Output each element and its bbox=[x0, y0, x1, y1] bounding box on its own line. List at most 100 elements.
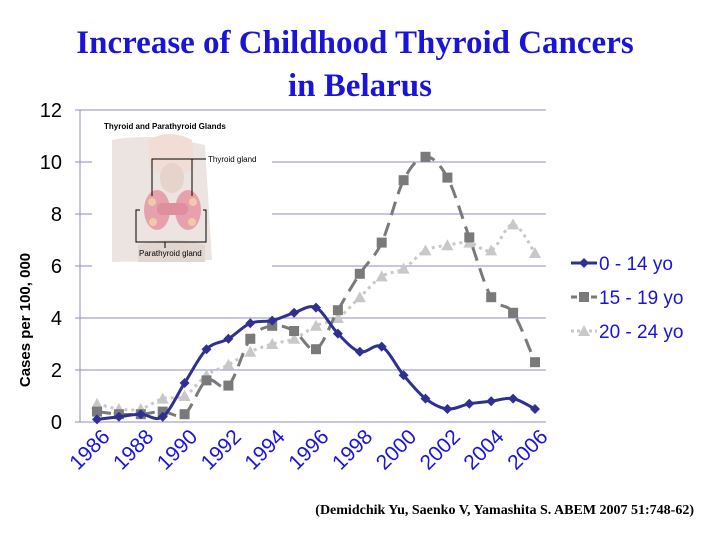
y-tick-label-10: 10 bbox=[40, 152, 62, 174]
data-point-15-19-1993 bbox=[245, 333, 256, 344]
data-point-15-19-1990 bbox=[179, 409, 190, 420]
y-tick-label-4: 4 bbox=[51, 308, 62, 330]
inset-callout-lines bbox=[135, 158, 207, 248]
data-point-15-19-1996 bbox=[311, 344, 321, 355]
data-point-20-24-1997 bbox=[331, 312, 344, 323]
data-point-15-19-1997 bbox=[332, 305, 343, 316]
data-point-0-14-1992 bbox=[223, 333, 234, 344]
x-tick-label-2004: 2004 bbox=[459, 425, 509, 475]
data-point-20-24-1993 bbox=[244, 345, 257, 357]
y-tick-label-0: 0 bbox=[51, 412, 62, 434]
data-point-0-14-1991 bbox=[201, 344, 212, 355]
legend-swatch-marker-15-19 bbox=[579, 292, 589, 302]
series-20-24 bbox=[91, 218, 541, 414]
data-point-20-24-1992 bbox=[222, 358, 235, 370]
data-point-20-24-1998 bbox=[353, 291, 366, 303]
data-point-0-14-1986 bbox=[92, 414, 102, 425]
data-point-15-19-1991 bbox=[201, 375, 212, 386]
legend-label-20-24: 20 - 24 yo bbox=[599, 322, 684, 343]
legend-item-20-24: 20 - 24 yo bbox=[571, 322, 684, 343]
legend: 0 - 14 yo 15 - 19 yo 20 - 24 yo bbox=[571, 254, 684, 343]
data-point-0-14-1993 bbox=[245, 318, 256, 329]
data-point-15-19-2001 bbox=[420, 151, 431, 162]
x-tick-label-1998: 1998 bbox=[328, 425, 377, 474]
data-point-20-24-2004 bbox=[485, 244, 498, 256]
legend-swatch-marker-0-14 bbox=[579, 258, 589, 268]
data-point-15-19-1992 bbox=[223, 380, 234, 391]
data-point-20-24-2002 bbox=[441, 239, 454, 251]
data-point-15-19-1999 bbox=[376, 237, 387, 248]
series-15-19 bbox=[92, 151, 540, 420]
data-point-20-24-2005 bbox=[507, 218, 520, 230]
data-point-15-19-1989 bbox=[157, 406, 168, 417]
parathyroid-gland-label: Parathyroid gland bbox=[139, 249, 202, 258]
data-point-0-14-2001 bbox=[420, 393, 431, 404]
data-point-0-14-2000 bbox=[398, 370, 409, 381]
data-point-20-24-1999 bbox=[375, 270, 388, 282]
thyroid-gland-label: Thyroid gland bbox=[208, 155, 256, 164]
data-point-15-19-1986 bbox=[92, 406, 102, 417]
x-tick-label-1986: 1986 bbox=[65, 425, 114, 474]
data-point-15-19-2004 bbox=[486, 292, 497, 303]
data-point-0-14-2002 bbox=[442, 404, 453, 414]
data-point-0-14-1989 bbox=[157, 411, 168, 422]
legend-swatch-marker-20-24 bbox=[578, 325, 590, 336]
data-point-0-14-1994 bbox=[267, 315, 278, 326]
citation: (Demidchik Yu, Saenko V, Yamashita S. AB… bbox=[315, 503, 694, 518]
chart-title-line-1: Increase of Childhood Thyroid Cancers bbox=[76, 25, 634, 61]
chart-title-line-2: in Belarus bbox=[288, 68, 432, 104]
data-point-20-24-1986 bbox=[91, 397, 103, 409]
data-point-20-24-2000 bbox=[397, 262, 410, 274]
data-point-0-14-1999 bbox=[376, 341, 387, 352]
data-point-15-19-2000 bbox=[398, 175, 409, 186]
legend-label-0-14: 0 - 14 yo bbox=[599, 254, 673, 275]
legend-label-15-19: 15 - 19 yo bbox=[599, 288, 684, 309]
data-point-20-24-1996 bbox=[310, 319, 322, 331]
series-0-14 bbox=[92, 302, 540, 425]
x-tick-label-1988: 1988 bbox=[109, 425, 158, 474]
legend-item-0-14: 0 - 14 yo bbox=[571, 254, 673, 275]
data-point-15-19-2002 bbox=[442, 172, 453, 183]
x-tick-label-1996: 1996 bbox=[284, 425, 333, 474]
x-tick-label-1994: 1994 bbox=[240, 425, 290, 475]
data-point-0-14-1996 bbox=[311, 302, 321, 313]
y-tick-label-2: 2 bbox=[51, 360, 62, 382]
data-point-15-19-1995 bbox=[289, 326, 300, 336]
x-tick-label-2000: 2000 bbox=[372, 425, 421, 474]
data-point-15-19-2006 bbox=[530, 357, 540, 368]
data-point-0-14-2004 bbox=[486, 396, 497, 407]
x-tick-label-1990: 1990 bbox=[153, 425, 202, 474]
x-tick-label-1992: 1992 bbox=[197, 425, 246, 474]
data-point-15-19-2003 bbox=[464, 232, 475, 243]
data-point-15-19-1998 bbox=[354, 268, 365, 279]
series-line-15-19 bbox=[96, 155, 537, 418]
y-tick-label-6: 6 bbox=[51, 256, 62, 278]
y-axis-label: Cases per 100, 000 bbox=[17, 253, 34, 387]
data-point-0-14-1988 bbox=[135, 409, 146, 420]
data-point-0-14-1997 bbox=[332, 328, 343, 339]
legend-item-15-19: 15 - 19 yo bbox=[571, 288, 684, 309]
data-point-20-24-1989 bbox=[156, 392, 169, 404]
data-point-15-19-2005 bbox=[508, 307, 519, 318]
series bbox=[91, 151, 541, 425]
x-tick-label-2006: 2006 bbox=[503, 425, 552, 474]
data-point-20-24-2006 bbox=[529, 247, 541, 258]
x-tick-label-2002: 2002 bbox=[416, 425, 465, 474]
data-point-0-14-1998 bbox=[354, 346, 365, 357]
data-point-20-24-2001 bbox=[419, 244, 432, 256]
data-point-15-19-1994 bbox=[267, 320, 278, 331]
y-tick-label-12: 12 bbox=[40, 100, 62, 122]
data-point-20-24-1995 bbox=[288, 332, 301, 344]
data-point-20-24-1994 bbox=[266, 338, 279, 349]
neck-figure bbox=[112, 134, 212, 262]
data-point-0-14-1990 bbox=[179, 378, 190, 388]
line-chart: 0246810121986198819901992199419961998200… bbox=[17, 100, 684, 475]
data-point-0-14-2005 bbox=[508, 393, 519, 404]
thyroid-illustration: Thyroid and Parathyroid Glands Thyroid g… bbox=[92, 112, 272, 270]
data-point-20-24-1990 bbox=[178, 390, 191, 401]
data-point-0-14-2006 bbox=[530, 404, 540, 414]
data-point-0-14-1987 bbox=[113, 411, 124, 422]
inset-caption: Thyroid and Parathyroid Glands bbox=[104, 122, 226, 131]
y-tick-label-8: 8 bbox=[51, 204, 62, 226]
data-point-0-14-1995 bbox=[289, 307, 300, 318]
